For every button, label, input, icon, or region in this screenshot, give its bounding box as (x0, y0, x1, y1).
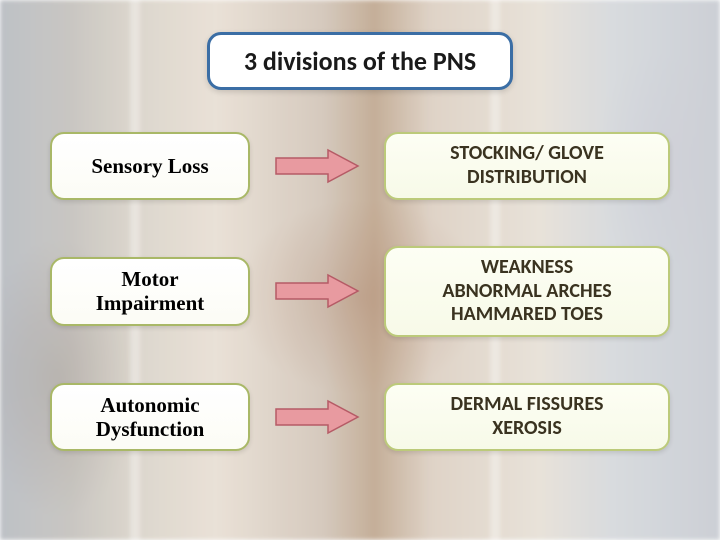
rows-container: Sensory Loss STOCKING/ GLOVE DISTRIBUTIO… (50, 132, 670, 451)
arrow-icon (272, 399, 362, 435)
row-sensory: Sensory Loss STOCKING/ GLOVE DISTRIBUTIO… (50, 132, 670, 200)
right-box-autonomic: DERMAL FISSURES XEROSIS (384, 383, 670, 451)
right-box-sensory: STOCKING/ GLOVE DISTRIBUTION (384, 132, 670, 200)
right-box-motor: WEAKNESS ABNORMAL ARCHES HAMMARED TOES (384, 246, 670, 337)
left-box-sensory: Sensory Loss (50, 132, 250, 200)
arrow-shape (276, 150, 358, 182)
title-box: 3 divisions of the PNS (207, 32, 513, 90)
arrow-shape (276, 275, 358, 307)
title-container: 3 divisions of the PNS (50, 32, 670, 90)
left-box-autonomic: Autonomic Dysfunction (50, 383, 250, 451)
arrow-icon (272, 148, 362, 184)
arrow-icon (272, 273, 362, 309)
slide-content: 3 divisions of the PNS Sensory Loss STOC… (0, 0, 720, 540)
row-autonomic: Autonomic Dysfunction DERMAL FISSURES XE… (50, 383, 670, 451)
row-motor: Motor Impairment WEAKNESS ABNORMAL ARCHE… (50, 246, 670, 337)
arrow-shape (276, 401, 358, 433)
left-box-motor: Motor Impairment (50, 257, 250, 325)
